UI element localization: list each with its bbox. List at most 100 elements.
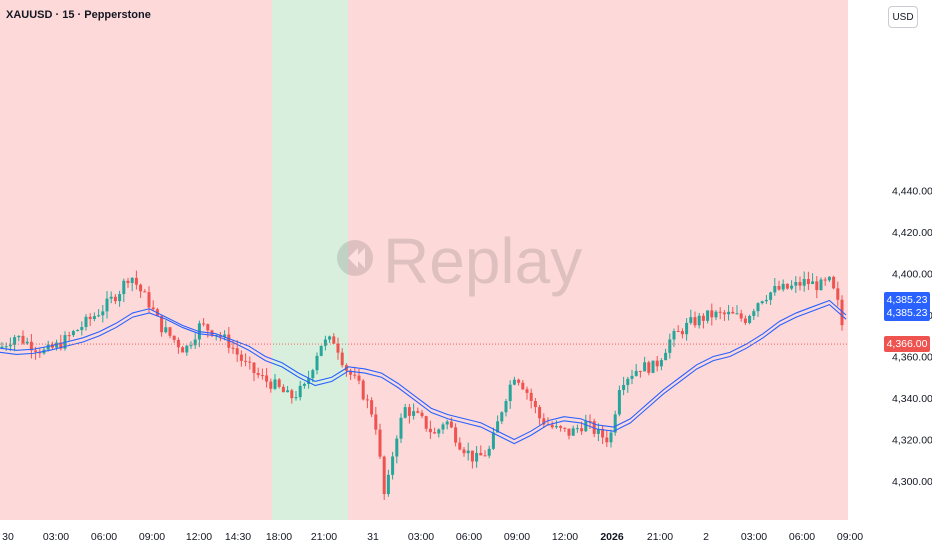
symbol-title[interactable]: XAUUSD · 15 · Pepperstone	[6, 9, 151, 21]
candle-body	[613, 414, 617, 433]
y-tick-label: 4,360.00	[892, 352, 932, 364]
candle-body	[605, 437, 609, 443]
candle-body	[785, 283, 789, 289]
candle-body	[739, 313, 743, 319]
candle-body	[609, 432, 613, 443]
candle-body	[491, 432, 495, 449]
candle-body	[332, 336, 336, 344]
candle-body	[193, 339, 197, 346]
candle-body	[403, 407, 407, 418]
candle-body	[470, 450, 474, 462]
y-tick-label: 4,340.00	[892, 393, 932, 405]
candle-body	[496, 421, 500, 433]
candle-body	[622, 384, 626, 390]
candle-body	[802, 278, 806, 286]
candle-body	[80, 327, 84, 331]
candle-body	[647, 362, 651, 373]
candle-body	[500, 412, 504, 422]
candle-body	[231, 347, 235, 349]
candle-body	[542, 418, 546, 425]
candle-body	[752, 311, 756, 316]
candle-body	[559, 426, 563, 428]
candle-body	[0, 346, 4, 349]
x-tick-label: 03:00	[741, 531, 767, 543]
candle-body	[483, 455, 487, 457]
candle-body	[399, 417, 403, 439]
candle-body	[617, 389, 621, 415]
candle-body	[118, 294, 122, 302]
currency-button[interactable]: USD	[888, 6, 918, 28]
candle-body	[525, 389, 529, 393]
candle-body	[693, 317, 697, 326]
candle-body	[626, 378, 630, 385]
candle-body	[731, 311, 735, 314]
x-tick-label: 06:00	[456, 531, 482, 543]
candle-body	[25, 341, 29, 344]
candle-body	[277, 379, 281, 387]
candle-body	[710, 310, 714, 318]
x-tick-label: 14:30	[225, 531, 251, 543]
candle-body	[517, 379, 521, 383]
candle-body	[584, 421, 588, 432]
x-tick-label: 30	[2, 531, 14, 543]
candle-body	[151, 307, 155, 310]
candle-body	[533, 400, 537, 408]
candle-body	[504, 401, 508, 413]
price-axis[interactable]	[848, 0, 932, 550]
candle-body	[92, 316, 96, 320]
candle-body	[680, 331, 684, 335]
candle-body	[256, 373, 260, 376]
candle-body	[827, 276, 831, 281]
candle-body	[370, 400, 374, 415]
candle-body	[307, 378, 311, 384]
candle-body	[651, 360, 655, 373]
candle-body	[34, 350, 38, 352]
candle-body	[424, 416, 428, 429]
candle-body	[395, 438, 399, 457]
x-tick-label: 06:00	[789, 531, 815, 543]
candle-body	[130, 277, 134, 283]
x-tick-label: 2026	[600, 531, 624, 543]
moving-average-line	[0, 299, 847, 441]
candle-body	[458, 442, 462, 450]
candle-body	[46, 344, 50, 350]
y-tick-label: 4,400.00	[892, 269, 932, 281]
candle-body	[735, 313, 739, 315]
replay-icon	[337, 240, 373, 276]
candle-body	[697, 315, 701, 326]
candle-body	[349, 370, 353, 375]
candle-body	[479, 452, 483, 456]
candle-body	[88, 316, 92, 320]
candle-body	[743, 318, 747, 323]
moving-average-line	[0, 303, 847, 445]
candle-body	[701, 315, 705, 321]
replay-watermark: Replay	[337, 225, 582, 297]
candle-body	[836, 288, 840, 300]
candle-body	[672, 330, 676, 340]
x-tick-label: 21:00	[647, 531, 673, 543]
candle-body	[538, 407, 542, 419]
candle-body	[340, 352, 344, 366]
candle-body	[508, 384, 512, 402]
candle-body	[235, 348, 239, 355]
candle-body	[239, 354, 243, 361]
price-tag: 4,385.23	[884, 291, 930, 308]
candle-body	[176, 339, 180, 348]
candle-body	[185, 345, 189, 353]
candle-body	[365, 399, 369, 401]
time-axis[interactable]	[0, 520, 932, 550]
y-tick-label: 4,420.00	[892, 227, 932, 239]
candle-body	[462, 449, 466, 454]
candle-body	[781, 283, 785, 290]
candle-body	[630, 375, 634, 379]
candle-body	[84, 316, 88, 328]
candle-body	[160, 315, 164, 333]
x-tick-label: 2	[703, 531, 709, 543]
x-tick-label: 03:00	[408, 531, 434, 543]
candle-body	[206, 324, 210, 331]
candle-body	[487, 448, 491, 456]
candle-body	[689, 317, 693, 323]
candle-body	[676, 330, 680, 332]
